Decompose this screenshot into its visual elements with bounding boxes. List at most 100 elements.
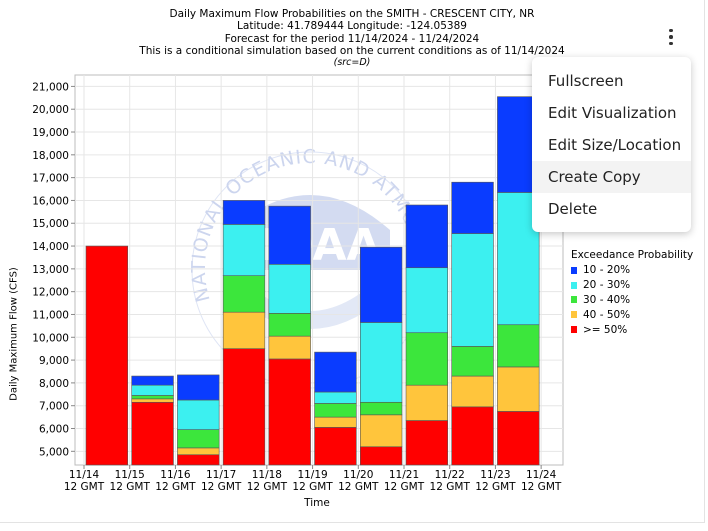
x-tick-label-time: 12 GMT — [155, 481, 196, 493]
x-tick-label-date: 11/22 — [435, 469, 465, 481]
bar-segment — [359, 246, 403, 323]
bar-segment — [131, 398, 174, 403]
legend-item: 10 - 20% — [571, 263, 693, 278]
y-tick-label: 21,000 — [32, 81, 69, 93]
x-tick-label-date: 11/17 — [206, 469, 236, 481]
legend-label: >= 50% — [583, 323, 628, 336]
bar-segment — [131, 384, 174, 396]
bar-segment — [405, 204, 449, 269]
bar-segment — [405, 267, 449, 334]
legend-label: 40 - 50% — [583, 308, 631, 321]
x-tick-label-date: 11/23 — [480, 469, 510, 481]
y-tick-label: 11,000 — [32, 309, 69, 321]
bar-segment — [314, 416, 357, 428]
y-tick-label: 5,000 — [39, 446, 69, 458]
context-menu: Fullscreen Edit Visualization Edit Size/… — [532, 57, 691, 232]
bar-segment — [359, 401, 403, 416]
legend-title: Exceedance Probability — [571, 249, 694, 261]
chart-subtitle-period: Forecast for the period 11/14/2024 - 11/… — [224, 32, 480, 45]
more-options-icon[interactable] — [662, 26, 680, 48]
bar-segment — [268, 205, 311, 265]
bar-segment — [131, 375, 174, 386]
y-tick-label: 15,000 — [32, 218, 69, 230]
x-tick-label-time: 12 GMT — [110, 481, 151, 493]
x-tick-label-time: 12 GMT — [64, 481, 105, 493]
bar-segment — [222, 348, 266, 466]
bar-segment — [451, 406, 494, 466]
legend-item: 40 - 50% — [571, 307, 693, 322]
bar-segment — [314, 403, 357, 418]
y-tick-label: 12,000 — [32, 287, 69, 299]
bar-segment — [497, 324, 540, 368]
x-tick-label-time: 12 GMT — [430, 481, 471, 493]
x-tick-label-date: 11/16 — [160, 469, 191, 481]
chart-titles: Daily Maximum Flow Probabilities on the … — [0, 8, 704, 69]
y-tick-label: 16,000 — [32, 195, 69, 207]
legend-label: 20 - 30% — [583, 279, 631, 292]
bar-segment — [268, 358, 311, 466]
chart-title: Daily Maximum Flow Probabilities on the … — [169, 8, 535, 20]
x-tick-label-date: 11/24 — [526, 469, 557, 481]
y-tick-label: 14,000 — [32, 241, 69, 253]
bar-segment — [451, 181, 494, 234]
x-tick-label-time: 12 GMT — [475, 481, 516, 493]
bar-segment — [131, 395, 174, 400]
flow-chart: 5,000 6,000 7,000 8,000 9,000 10,000 11,000 12,… — [32, 74, 564, 493]
x-tick-label-time: 12 GMT — [292, 481, 333, 493]
chart-subtitle-note: This is a conditional simulation based o… — [139, 44, 565, 57]
y-tick-label: 9,000 — [39, 355, 69, 367]
legend-label: 30 - 40% — [583, 293, 631, 306]
bar-segment — [405, 420, 449, 466]
bar-segment — [131, 401, 174, 466]
bar-segment — [451, 346, 494, 377]
bar-segment — [359, 446, 403, 466]
y-tick-label: 10,000 — [32, 332, 69, 344]
legend-swatch — [571, 311, 577, 319]
bar-segment — [359, 414, 403, 448]
menu-item-create-copy[interactable]: Create Copy — [532, 161, 691, 193]
x-tick-label-date: 11/19 — [297, 469, 327, 481]
bar-segment — [405, 384, 449, 421]
bar-segment — [314, 351, 357, 393]
y-tick-label: 6,000 — [39, 424, 69, 436]
legend-swatch — [571, 281, 577, 289]
menu-item-edit-size-location[interactable]: Edit Size/Location — [548, 136, 682, 154]
menu-item-delete[interactable]: Delete — [548, 200, 598, 218]
menu-item-fullscreen[interactable]: Fullscreen — [548, 72, 624, 90]
x-tick-label-time: 12 GMT — [201, 481, 242, 493]
x-tick-label-time: 12 GMT — [521, 481, 562, 493]
bar-segment — [314, 427, 357, 466]
bar-segment — [222, 275, 266, 313]
bar-segment — [451, 375, 494, 408]
legend-item: >= 50% — [571, 322, 693, 337]
menu-item-edit-visualization[interactable]: Edit Visualization — [548, 104, 677, 122]
legend-swatch — [571, 326, 577, 334]
bar-segment — [177, 429, 220, 449]
bar-segment — [359, 322, 403, 403]
bar-segment — [497, 366, 540, 412]
bar-segment — [177, 374, 220, 401]
x-tick-label-date: 11/15 — [115, 469, 145, 481]
legend-label: 10 - 20% — [583, 264, 631, 277]
x-tick-label-date: 11/20 — [343, 469, 373, 481]
legend-swatch — [571, 266, 577, 274]
y-tick-label: 8,000 — [39, 378, 69, 390]
legend: Exceedance Probability 10 - 20% 20 - 30% 3… — [571, 249, 693, 337]
y-tick-label: 19,000 — [32, 127, 69, 139]
bar-segment — [268, 313, 311, 337]
y-tick-label: 18,000 — [32, 150, 69, 162]
bar-segment — [177, 454, 220, 466]
x-tick-label-time: 12 GMT — [338, 481, 379, 493]
legend-item: 30 - 40% — [571, 293, 693, 308]
chart-source: (src=D) — [333, 57, 371, 69]
chart-subtitle-location: Latitude: 41.789444 Longitude: -124.0538… — [237, 20, 467, 33]
x-axis-label: Time — [304, 497, 330, 509]
bar-segment — [177, 447, 220, 456]
bar-segment — [405, 332, 449, 386]
legend-item: 20 - 30% — [571, 278, 693, 293]
bar-segment — [222, 311, 266, 349]
y-tick-label: 20,000 — [32, 104, 69, 116]
bar-segment — [451, 233, 494, 347]
x-tick-label-time: 12 GMT — [247, 481, 288, 493]
bar-segment — [177, 399, 220, 430]
